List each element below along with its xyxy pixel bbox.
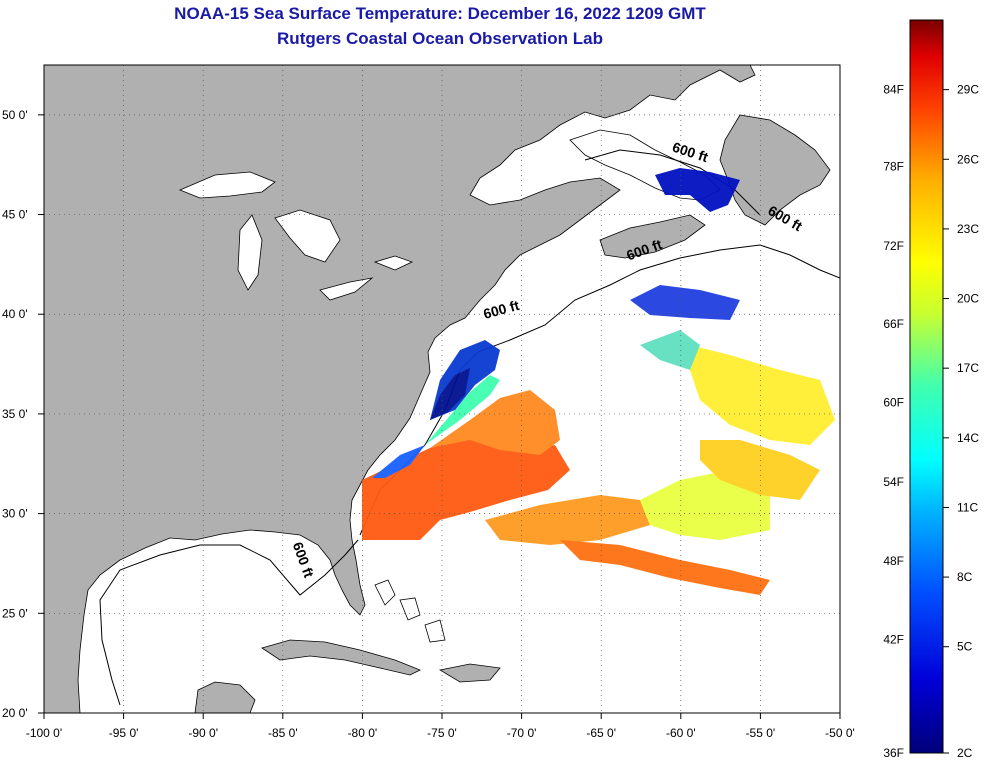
- colorbar-f-label: 60F: [883, 396, 904, 410]
- colorbar-f-label: 78F: [883, 160, 904, 174]
- lon-tick-label: -100 0': [26, 726, 62, 740]
- isobath-600ft-gulf: [99, 539, 359, 706]
- lon-tick-label: -75 0': [427, 726, 457, 740]
- colorbar-c-label: 20C: [957, 292, 979, 306]
- colorbar-c-label: 14C: [957, 431, 979, 445]
- latitude-axis: 50 0' 45 0' 40 0' 35 0' 30 0' 25 0' 20 0': [2, 108, 44, 720]
- colorbar-f-label: 36F: [883, 746, 904, 760]
- colorbar-c-label: 5C: [957, 640, 973, 654]
- lon-tick-label: -95 0': [109, 726, 139, 740]
- lon-tick-label: -85 0': [268, 726, 298, 740]
- colorbar-f-label: 42F: [883, 632, 904, 646]
- lon-tick-label: -70 0': [507, 726, 537, 740]
- lat-tick-label: 20 0': [2, 706, 28, 720]
- colorbar-f-label: 84F: [883, 83, 904, 97]
- colorbar-f-label: 48F: [883, 554, 904, 568]
- map-subtitle: Rutgers Coastal Ocean Observation Lab: [277, 29, 603, 48]
- isobath-600ft-gulf-stlawrence: [584, 149, 761, 216]
- lon-tick-label: -65 0': [586, 726, 616, 740]
- lat-tick-label: 25 0': [2, 606, 28, 620]
- lat-tick-label: 50 0': [2, 108, 28, 122]
- lat-tick-label: 45 0': [2, 208, 28, 222]
- cuba-land: [261, 639, 421, 676]
- lon-tick-label: -90 0': [188, 726, 218, 740]
- lat-tick-label: 35 0': [2, 407, 28, 421]
- great-lakes: [178, 171, 414, 301]
- colorbar: [909, 19, 944, 754]
- map-title: NOAA-15 Sea Surface Temperature: Decembe…: [174, 4, 706, 23]
- yucatan-land: [194, 681, 256, 713]
- sst-swath: [362, 168, 835, 595]
- colorbar-c-label: 2C: [957, 746, 973, 760]
- colorbar-c-label: 17C: [957, 361, 979, 375]
- colorbar-celsius-labels: 29C 26C 23C 20C 17C 14C 11C 8C 5C 2C: [943, 83, 979, 760]
- graticule: [44, 65, 840, 713]
- colorbar-c-label: 26C: [957, 152, 979, 166]
- lat-tick-label: 40 0': [2, 307, 28, 321]
- colorbar-f-label: 72F: [883, 239, 904, 253]
- north-america-land: [44, 65, 756, 713]
- lon-tick-label: -60 0': [666, 726, 696, 740]
- bahamas-islands: [374, 579, 446, 643]
- lat-tick-label: 30 0': [2, 507, 28, 521]
- newfoundland-land: [719, 114, 831, 226]
- lon-tick-label: -80 0': [348, 726, 378, 740]
- longitude-axis: -100 0' -95 0' -90 0' -85 0' -80 0' -75 0' -70…: [26, 713, 855, 740]
- lon-tick-label: -50 0': [825, 726, 855, 740]
- colorbar-f-label: 54F: [883, 475, 904, 489]
- nova-scotia-land: [599, 214, 706, 259]
- colorbar-c-label: 11C: [957, 500, 978, 514]
- colorbar-c-label: 23C: [957, 222, 979, 236]
- colorbar-fahrenheit-labels: 84F 78F 72F 66F 60F 54F 48F 42F 36F: [883, 83, 904, 760]
- colorbar-c-label: 8C: [957, 570, 973, 584]
- colorbar-c-label: 29C: [957, 83, 979, 97]
- lon-tick-label: -55 0': [746, 726, 776, 740]
- hispaniola-land: [438, 663, 501, 683]
- colorbar-f-label: 66F: [883, 317, 904, 331]
